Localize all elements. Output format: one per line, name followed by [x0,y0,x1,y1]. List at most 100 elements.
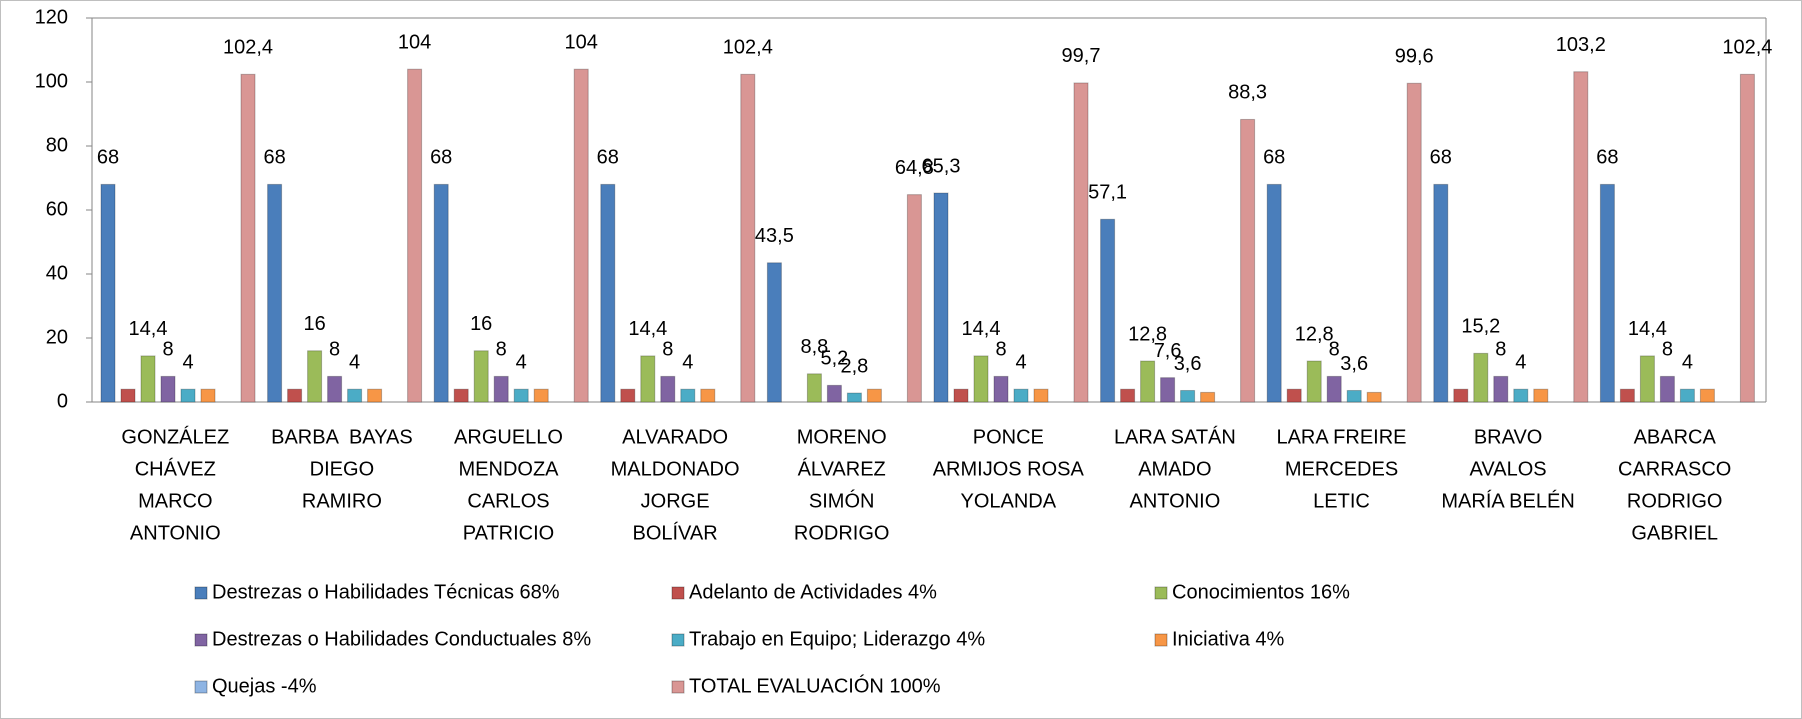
x-tick-label: MERCEDES [1285,458,1398,480]
x-tick-label: BOLÍVAR [632,521,717,544]
x-tick-label: MARCO [138,490,212,512]
data-label: 14,4 [1628,318,1667,340]
x-tick-label: AMADO [1138,458,1211,480]
legend-swatch [194,680,208,694]
bar [1073,82,1089,403]
data-label: 16 [470,313,492,335]
data-label: 4 [1515,351,1526,373]
bar [1180,389,1196,403]
legend-swatch [1154,633,1168,647]
data-label: 2,8 [840,355,868,377]
data-label: 8 [995,339,1006,361]
bar [453,388,469,403]
legend-label: Destrezas o Habilidades Técnicas 68% [212,581,560,603]
x-tick-label: ABARCA [1634,426,1717,448]
legend-swatch [1154,586,1168,600]
bar [1453,388,1469,403]
bar [160,375,176,403]
bar [1473,352,1489,403]
x-tick-label: YOLANDA [961,490,1057,512]
bar [700,388,716,403]
bar [367,388,383,403]
legend-swatch [671,633,685,647]
bar [1533,388,1549,403]
y-tick-label: 120 [35,6,68,28]
data-label: 7,6 [1154,340,1182,362]
bar [1599,183,1615,403]
data-label: 8 [662,339,673,361]
data-label: 14,4 [628,318,667,340]
bar [1739,73,1755,403]
bar [287,388,303,403]
y-tick-label: 100 [35,70,68,92]
bar [327,375,343,403]
bar [347,388,363,403]
x-tick-label: CHÁVEZ [135,457,216,480]
bar [620,388,636,403]
data-label: 68 [597,147,619,169]
bar [953,388,969,403]
y-tick-label: 40 [46,262,68,284]
x-tick-label: DIEGO [310,458,374,480]
bar [1120,388,1136,403]
x-tick-label: GABRIEL [1631,522,1718,544]
bar [180,388,196,403]
bar [806,373,822,403]
bar [846,392,862,403]
data-label: 8,8 [800,336,828,358]
data-label: 3,6 [1340,353,1368,375]
x-tick-label: LARA FREIRE [1276,426,1406,448]
x-tick-label: ANTONIO [1130,490,1221,512]
bar [1619,388,1635,403]
legend-label: Trabajo en Equipo; Liderazgo 4% [689,628,985,650]
data-label: 68 [1263,147,1285,169]
bar [906,194,922,403]
x-tick-label: CARRASCO [1618,458,1731,480]
data-label: 68 [1430,147,1452,169]
data-label: 5,2 [820,348,848,370]
legend-label: Quejas -4% [212,675,317,697]
bar [1013,388,1029,403]
bar [1493,375,1509,403]
bar [1366,391,1382,403]
data-label: 65,3 [922,155,961,177]
data-label: 4 [682,351,693,373]
x-tick-label: ÁLVAREZ [798,457,886,480]
y-tick-label: 0 [57,390,68,412]
legend-swatch [671,586,685,600]
bar [1659,375,1675,403]
legend-label: Destrezas o Habilidades Conductuales 8% [212,628,591,650]
bar [100,183,116,403]
bar [573,68,589,403]
bar [1160,377,1176,403]
bar [267,183,283,403]
bar [660,375,676,403]
bar [973,355,989,403]
legend-label: Iniciativa 4% [1172,628,1284,650]
data-label: 68 [263,147,285,169]
bar [600,183,616,403]
x-tick-label: BARBA BAYAS [271,426,413,448]
data-label: 102,4 [223,37,273,59]
bar [1200,391,1216,403]
x-tick-label: ARGUELLO [454,426,563,448]
x-tick-label: LARA SATÁN [1114,425,1236,448]
bar [1513,388,1529,403]
x-tick-label: MENDOZA [459,458,560,480]
x-tick-label: CARLOS [467,490,549,512]
legend-swatch [194,586,208,600]
x-tick-label: SIMÓN [809,489,875,512]
data-label: 8 [329,339,340,361]
data-label: 4 [349,351,360,373]
data-label: 102,4 [1722,37,1772,59]
bar [1433,183,1449,403]
bar [1100,218,1116,403]
bar [513,388,529,403]
x-tick-label: AVALOS [1470,458,1547,480]
data-label: 57,1 [1088,182,1127,204]
data-label: 102,4 [723,37,773,59]
y-tick-label: 80 [46,134,68,156]
bar [866,388,882,403]
bar [1326,375,1342,403]
